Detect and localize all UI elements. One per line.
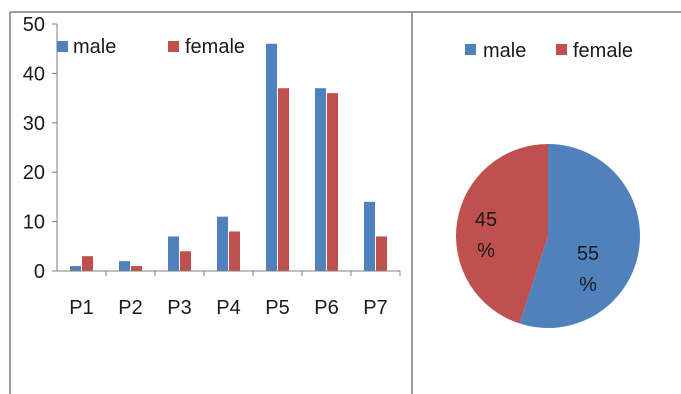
bar-male-p6 (315, 88, 326, 271)
x-tick-label: P1 (69, 297, 93, 319)
bar-male-p2 (119, 261, 130, 271)
y-tick-label: 10 (23, 212, 45, 234)
y-tick-label: 30 (23, 113, 45, 135)
bar-male-p3 (168, 236, 179, 271)
bar-female-p3 (180, 251, 191, 271)
bar-male-p7 (364, 201, 375, 271)
bar-female-p2 (131, 266, 142, 271)
bar-female-p1 (82, 256, 93, 271)
x-tick-label: P5 (265, 297, 289, 319)
pie-legend-swatch-female (556, 44, 567, 55)
x-tick-label: P6 (314, 297, 338, 319)
pie-legend-label-male: male (483, 40, 526, 62)
bar-male-p4 (217, 216, 228, 271)
x-tick-label: P4 (216, 297, 240, 319)
y-tick-label: 20 (23, 162, 45, 184)
y-tick-label: 40 (23, 63, 45, 85)
y-tick-label: 50 (23, 14, 45, 36)
bar-marks (70, 43, 387, 272)
bar-chart-legend: male female (57, 36, 245, 58)
x-axis-labels: P1 P2 P3 P4 P5 P6 P7 (69, 271, 401, 319)
pie-chart-legend: male female (465, 40, 633, 62)
y-axis-ticks: 0 10 20 30 40 50 (23, 14, 57, 283)
pie-chart: male female 55% 45% (455, 40, 640, 328)
pie-slice-male (519, 144, 640, 328)
pie-label-female-number: 45 (475, 209, 497, 231)
pie-label-male-unit: % (579, 274, 597, 296)
panel-frames (9, 11, 681, 394)
bar-female-p7 (376, 236, 387, 271)
pie-legend-swatch-male (465, 44, 476, 55)
bar-male-p1 (70, 266, 81, 271)
pie-label-female-unit: % (477, 240, 495, 262)
bar-male-p5 (266, 43, 277, 272)
x-tick-label: P2 (118, 297, 142, 319)
legend-swatch-female (168, 41, 179, 52)
y-tick-label: 0 (34, 261, 45, 283)
x-tick-label: P3 (167, 297, 191, 319)
legend-swatch-male (57, 41, 68, 52)
pie-slice-labels: 55% 45% (475, 209, 599, 296)
pie-slices (455, 144, 640, 328)
pie-slice-female (455, 144, 548, 324)
bar-female-p4 (229, 231, 240, 271)
pie-label-male-number: 55 (577, 243, 599, 265)
bar-chart: 0 10 20 30 40 50 P1 P2 P3 P4 P5 P6 P7 male female (23, 14, 401, 319)
x-tick-label: P7 (363, 297, 387, 319)
bar-female-p5 (278, 88, 289, 271)
pie-legend-label-female: female (573, 40, 633, 62)
bar-female-p6 (327, 93, 338, 271)
legend-label-female: female (185, 36, 245, 58)
legend-label-male: male (73, 36, 116, 58)
